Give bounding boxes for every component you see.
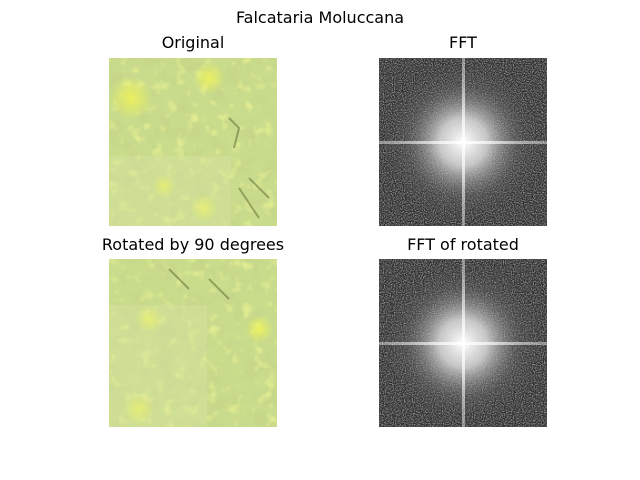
fft-rotated-image <box>379 259 547 427</box>
original-image-graphic <box>109 58 277 226</box>
rotated-image <box>109 259 277 427</box>
panel-title-rotated: Rotated by 90 degrees <box>101 235 285 254</box>
panel-title-fft-rotated: FFT of rotated <box>407 235 519 254</box>
figure-title: Falcataria Moluccana <box>235 8 405 27</box>
panel-title-original: Original <box>161 33 225 52</box>
fft-image <box>379 58 547 226</box>
panel-title-fft: FFT <box>449 33 477 52</box>
original-image <box>109 58 277 226</box>
rotated-image-graphic <box>109 259 277 427</box>
fft-image-graphic <box>379 58 547 226</box>
fft-rotated-image-graphic <box>379 259 547 427</box>
